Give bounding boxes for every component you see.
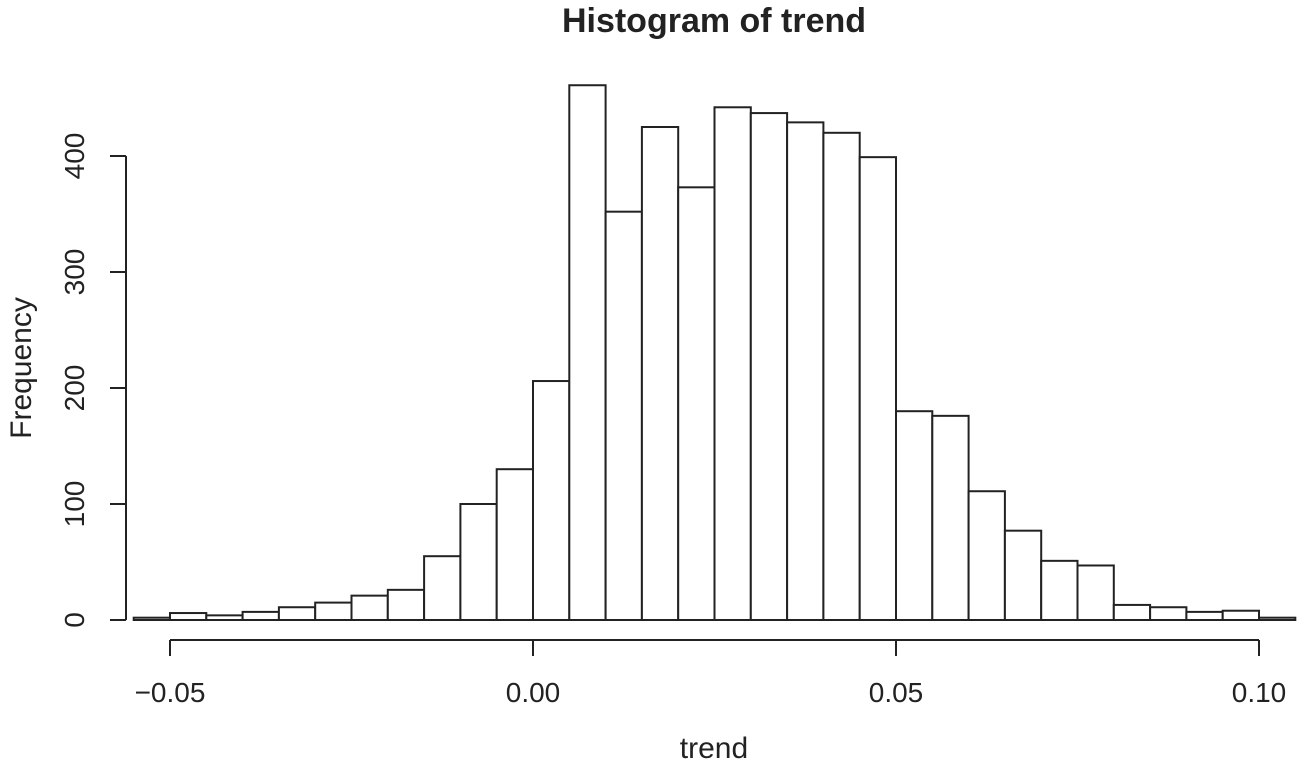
- histogram-bar-18: [786, 121, 825, 622]
- histogram-bar-31: [1258, 616, 1297, 621]
- histogram-bar-6: [350, 594, 389, 622]
- histogram-bar-5: [314, 601, 353, 621]
- chart-title: Histogram of trend: [562, 2, 866, 40]
- x-axis: −0.05 0.00 0.05 0.10: [135, 639, 1287, 708]
- histogram-bar-27: [1112, 603, 1152, 621]
- histogram-bar-24: [1003, 529, 1043, 621]
- histogram-bar-29: [1185, 610, 1224, 622]
- histogram-bar-8: [423, 555, 462, 622]
- histogram-bar-20: [858, 156, 898, 621]
- histogram-bar-28: [1149, 606, 1188, 621]
- histogram-bar-16: [713, 106, 752, 621]
- y-axis-label: Frequency: [5, 297, 38, 439]
- histogram-bar-17: [749, 112, 789, 622]
- histogram-bar-7: [386, 588, 426, 622]
- histogram-bar-26: [1076, 564, 1115, 621]
- y-tick-label-3: 300: [59, 249, 90, 296]
- histogram-bar-14: [640, 126, 680, 621]
- histogram-bar-13: [604, 210, 643, 621]
- histogram-bar-3: [241, 610, 280, 622]
- histogram-bar-25: [1040, 559, 1079, 622]
- histogram-bar-2: [205, 614, 244, 621]
- y-tick-label-0: 0: [59, 612, 90, 628]
- x-tick-label-3: 0.10: [1232, 677, 1287, 708]
- x-axis-label: trend: [680, 732, 748, 765]
- histogram-bar-11: [532, 380, 571, 622]
- histogram-bar-23: [967, 490, 1006, 621]
- histogram-bar-21: [895, 410, 934, 622]
- bars-group: [132, 84, 1297, 622]
- histogram-bar-19: [822, 131, 861, 622]
- histogram-bar-10: [495, 468, 535, 622]
- y-tick-label-2: 200: [59, 365, 90, 412]
- histogram-bar-9: [459, 503, 498, 621]
- x-tick-label-1: 0.00: [506, 677, 561, 708]
- y-tick-label-4: 400: [59, 133, 90, 180]
- histogram-bar-15: [677, 186, 716, 621]
- histogram-bar-0: [132, 616, 171, 621]
- x-tick-label-0: −0.05: [135, 677, 206, 708]
- x-tick-label-2: 0.05: [869, 677, 924, 708]
- histogram-bar-4: [277, 606, 317, 621]
- histogram-bar-30: [1221, 609, 1260, 621]
- histogram-bar-22: [931, 414, 970, 621]
- histogram-bar-1: [169, 612, 208, 621]
- histogram-bar-12: [568, 84, 607, 622]
- y-axis: 0 100 200 300 400: [59, 133, 127, 628]
- y-tick-label-1: 100: [59, 481, 90, 528]
